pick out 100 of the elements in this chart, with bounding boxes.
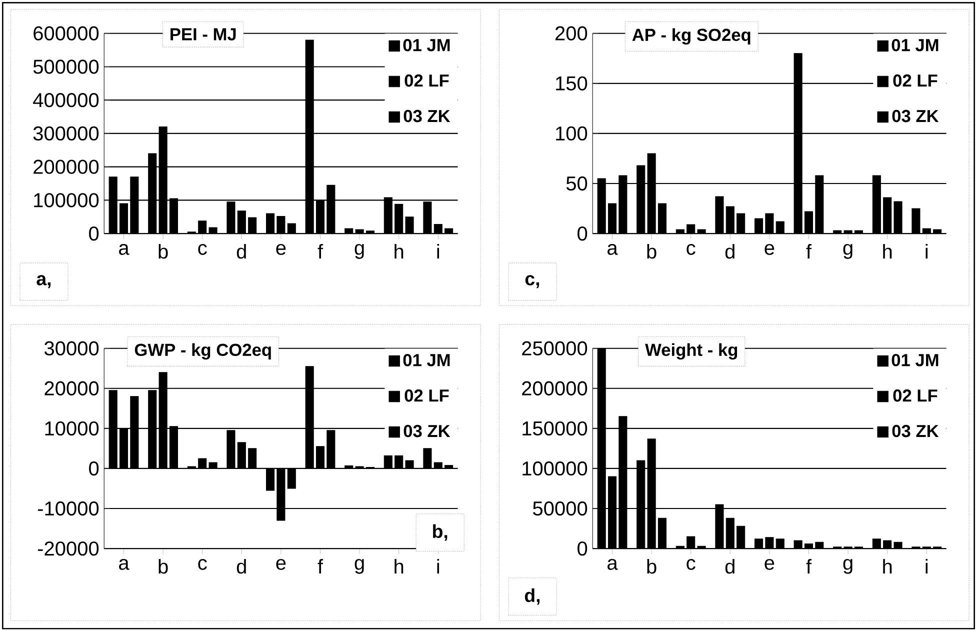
x-tick-label: d bbox=[725, 558, 734, 574]
bar bbox=[326, 430, 336, 469]
bar bbox=[287, 468, 296, 489]
annotation: b, bbox=[433, 524, 448, 541]
y-tick-label: 150000 bbox=[522, 421, 588, 436]
bar bbox=[305, 366, 314, 469]
legend-label: 03 ZK bbox=[892, 424, 939, 438]
bar bbox=[394, 455, 404, 469]
legend-label: 02 LF bbox=[893, 74, 938, 87]
y-tick-label: 50000 bbox=[533, 501, 588, 516]
y-tick-label: 200000 bbox=[34, 160, 99, 174]
x-tick-label: d bbox=[236, 244, 246, 259]
x-tick-label: h bbox=[883, 244, 892, 258]
y-tick-label: 300000 bbox=[33, 126, 99, 140]
x-tick-label: c bbox=[686, 558, 696, 570]
y-tick-label: 0 bbox=[89, 461, 99, 476]
bar bbox=[169, 426, 178, 469]
x-tick-label: d bbox=[725, 244, 734, 259]
bar bbox=[148, 390, 157, 469]
text: c, bbox=[525, 274, 540, 288]
legend-label: 03 ZK bbox=[404, 110, 450, 122]
text: d, bbox=[524, 588, 540, 605]
x-tick-label: i bbox=[437, 558, 440, 574]
x-tick-label: b bbox=[647, 244, 656, 259]
y-tick-label: 0 bbox=[89, 226, 99, 240]
bar bbox=[108, 390, 118, 469]
x-tick-label: h bbox=[394, 558, 404, 574]
y-tick-label: 100000 bbox=[34, 192, 99, 208]
y-tick-label: 600000 bbox=[34, 26, 99, 40]
x-tick-label: i bbox=[926, 244, 928, 258]
x-tick-label: b bbox=[158, 558, 168, 574]
text: a, bbox=[36, 274, 51, 288]
x-tick-label: a bbox=[119, 558, 130, 570]
bar bbox=[344, 465, 354, 469]
x-tick-label: a bbox=[608, 244, 618, 255]
x-tick-label: a bbox=[608, 558, 618, 570]
x-tick-label: e bbox=[764, 244, 774, 255]
bar bbox=[316, 446, 325, 469]
y-tick-label: 200 bbox=[555, 26, 588, 40]
bar bbox=[226, 430, 236, 469]
y-tick-label: 250000 bbox=[522, 341, 588, 356]
x-tick-label: i bbox=[437, 244, 440, 258]
legend-label: 02 LF bbox=[893, 389, 938, 402]
chart-title: GWP - kg CO2eq bbox=[134, 343, 271, 360]
x-tick-label: e bbox=[276, 244, 286, 255]
x-tick-label: f bbox=[806, 558, 812, 574]
x-tick-label: c bbox=[198, 558, 207, 570]
y-tick-label: 500000 bbox=[33, 59, 99, 74]
legend-label: 02 LF bbox=[404, 389, 449, 402]
x-tick-label: d bbox=[236, 558, 246, 574]
y-tick-label: 10000 bbox=[45, 421, 99, 436]
bar bbox=[208, 462, 218, 469]
y-tick-label: -20000 bbox=[38, 541, 99, 556]
bar bbox=[130, 396, 139, 469]
x-tick-label: g bbox=[354, 558, 364, 574]
legend-label: 01 JM bbox=[403, 354, 450, 366]
bar bbox=[444, 464, 454, 469]
chart-title: AP - kg SO2eq bbox=[632, 28, 750, 44]
y-tick-label: 0 bbox=[578, 226, 588, 240]
x-tick-label: g bbox=[843, 558, 852, 574]
x-tick-label: f bbox=[318, 244, 324, 258]
x-tick-label: c bbox=[686, 244, 696, 255]
y-tick-label: 150 bbox=[556, 76, 588, 90]
x-tick-label: g bbox=[354, 244, 364, 259]
x-tick-label: a bbox=[119, 244, 130, 255]
bar bbox=[423, 448, 432, 469]
bar bbox=[266, 468, 275, 491]
x-tick-label: f bbox=[318, 558, 324, 574]
y-tick-label: 100 bbox=[556, 126, 588, 140]
bar bbox=[158, 372, 168, 469]
legend-label: 03 ZK bbox=[404, 424, 450, 438]
x-tick-label: h bbox=[394, 244, 404, 258]
x-tick-label: f bbox=[806, 244, 812, 258]
x-tick-label: b bbox=[158, 244, 168, 259]
bar bbox=[198, 458, 207, 469]
chart-title: Weight - kg bbox=[645, 343, 738, 360]
x-tick-label: c bbox=[198, 244, 207, 255]
bar bbox=[355, 466, 364, 469]
bar bbox=[237, 442, 246, 469]
y-tick-label: 50 bbox=[566, 176, 588, 190]
bar bbox=[248, 448, 257, 469]
chart-title: PEI - MJ bbox=[170, 28, 236, 40]
y-tick-label: -10000 bbox=[38, 501, 99, 516]
y-tick-label: 100000 bbox=[522, 461, 588, 476]
legend-label: 01 JM bbox=[892, 354, 938, 366]
bar bbox=[434, 462, 442, 469]
legend-label: 01 JM bbox=[403, 38, 450, 52]
legend-label: 02 LF bbox=[404, 74, 449, 87]
x-tick-label: g bbox=[843, 244, 852, 259]
x-tick-label: e bbox=[276, 558, 286, 570]
bar bbox=[384, 455, 392, 469]
x-tick-label: h bbox=[883, 558, 892, 574]
y-tick-label: 200000 bbox=[522, 381, 588, 396]
y-tick-label: 20000 bbox=[44, 381, 99, 396]
bar bbox=[276, 468, 286, 521]
x-tick-label: e bbox=[764, 558, 774, 570]
legend-label: 01 JM bbox=[892, 38, 938, 52]
bar bbox=[119, 428, 128, 469]
y-tick-label: 400000 bbox=[33, 92, 99, 108]
legend-label: 03 ZK bbox=[892, 110, 939, 122]
